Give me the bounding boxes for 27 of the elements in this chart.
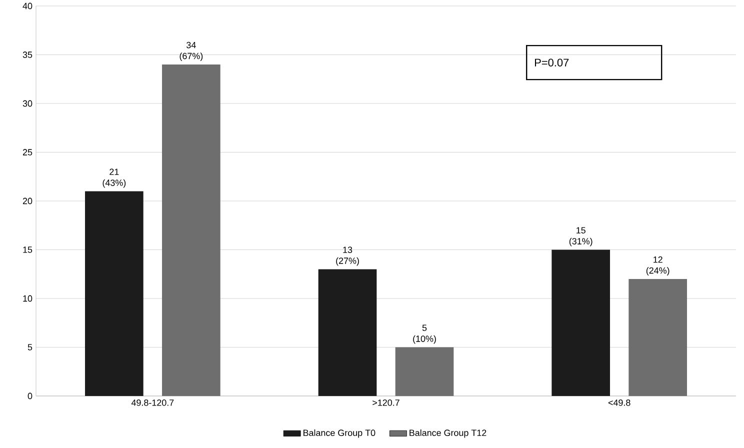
data-label: 13 (27%) [336, 246, 359, 266]
data-label: 5 (10%) [413, 324, 436, 344]
bar [395, 347, 454, 396]
legend-label: Balance Group T12 [410, 429, 486, 438]
bar [552, 250, 610, 396]
legend-label: Balance Group T0 [304, 429, 376, 438]
data-label: 12 (24%) [646, 256, 670, 276]
annotation: P=0.07 [535, 58, 569, 66]
y-tick-label: 15 [23, 246, 32, 253]
y-tick-label: 5 [28, 344, 32, 350]
bar [628, 278, 688, 396]
y-tick-label: 35 [22, 52, 32, 58]
x-tick-label: >120.7 [372, 400, 400, 406]
bar [85, 191, 144, 396]
data-label: 21 (43%) [102, 168, 126, 188]
y-tick-label: 40 [22, 2, 32, 10]
y-tick-label: 0 [28, 392, 32, 400]
y-tick-label: 25 [22, 149, 32, 156]
y-tick-label: 20 [22, 198, 32, 204]
x-tick-label: <49.8 [608, 400, 630, 406]
y-tick-label: 10 [23, 295, 32, 302]
data-label: 15 (31%) [569, 227, 592, 246]
data-label: 34 (67%) [180, 42, 203, 61]
bar [162, 64, 220, 396]
bar [318, 269, 377, 396]
x-tick-label: 49.8-120.7 [131, 400, 174, 406]
y-tick-label: 30 [22, 100, 32, 107]
